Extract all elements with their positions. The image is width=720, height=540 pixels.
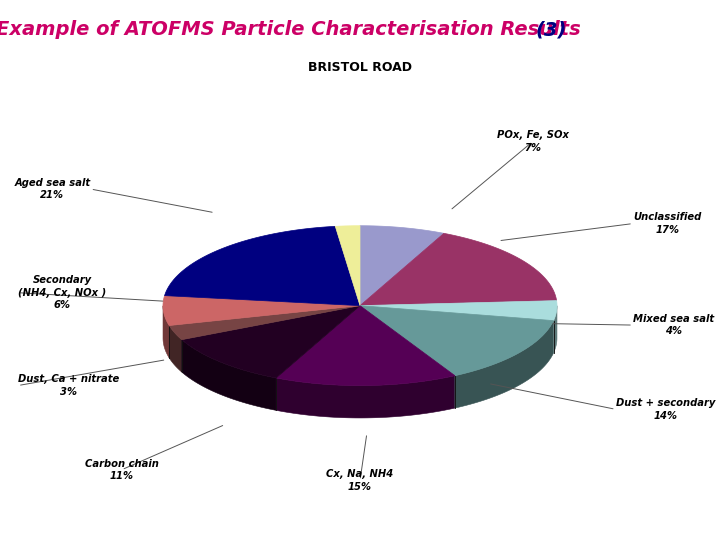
Polygon shape [360,306,554,376]
Text: Dust + secondary
14%: Dust + secondary 14% [616,398,715,421]
Text: Unclassified
17%: Unclassified 17% [633,212,701,235]
Polygon shape [276,376,455,418]
Text: POx, Fe, SOx
7%: POx, Fe, SOx 7% [497,130,569,153]
Polygon shape [163,306,169,358]
Polygon shape [360,233,557,306]
Text: BRISTOL ROAD: BRISTOL ROAD [308,61,412,74]
Polygon shape [360,301,557,321]
Polygon shape [181,340,276,410]
Polygon shape [169,306,360,340]
Polygon shape [276,306,455,386]
Text: Cx, Na, NH4
15%: Cx, Na, NH4 15% [326,469,394,492]
Polygon shape [165,226,360,306]
Polygon shape [169,326,181,372]
Text: Dust, Ca + nitrate
3%: Dust, Ca + nitrate 3% [18,374,119,397]
Text: Carbon chain
11%: Carbon chain 11% [84,458,158,481]
Polygon shape [455,321,554,408]
Text: Mixed sea salt
4%: Mixed sea salt 4% [633,314,714,336]
Polygon shape [181,306,360,378]
Polygon shape [163,295,360,326]
Text: Aged sea salt
21%: Aged sea salt 21% [14,178,91,200]
Polygon shape [336,226,360,306]
Text: Example of ATOFMS Particle Characterisation Results: Example of ATOFMS Particle Characterisat… [0,20,580,39]
Text: Secondary
(NH4, Cx, NOx )
6%: Secondary (NH4, Cx, NOx ) 6% [18,275,106,310]
Polygon shape [360,226,444,306]
Text: (3): (3) [535,20,567,39]
Polygon shape [554,306,557,353]
